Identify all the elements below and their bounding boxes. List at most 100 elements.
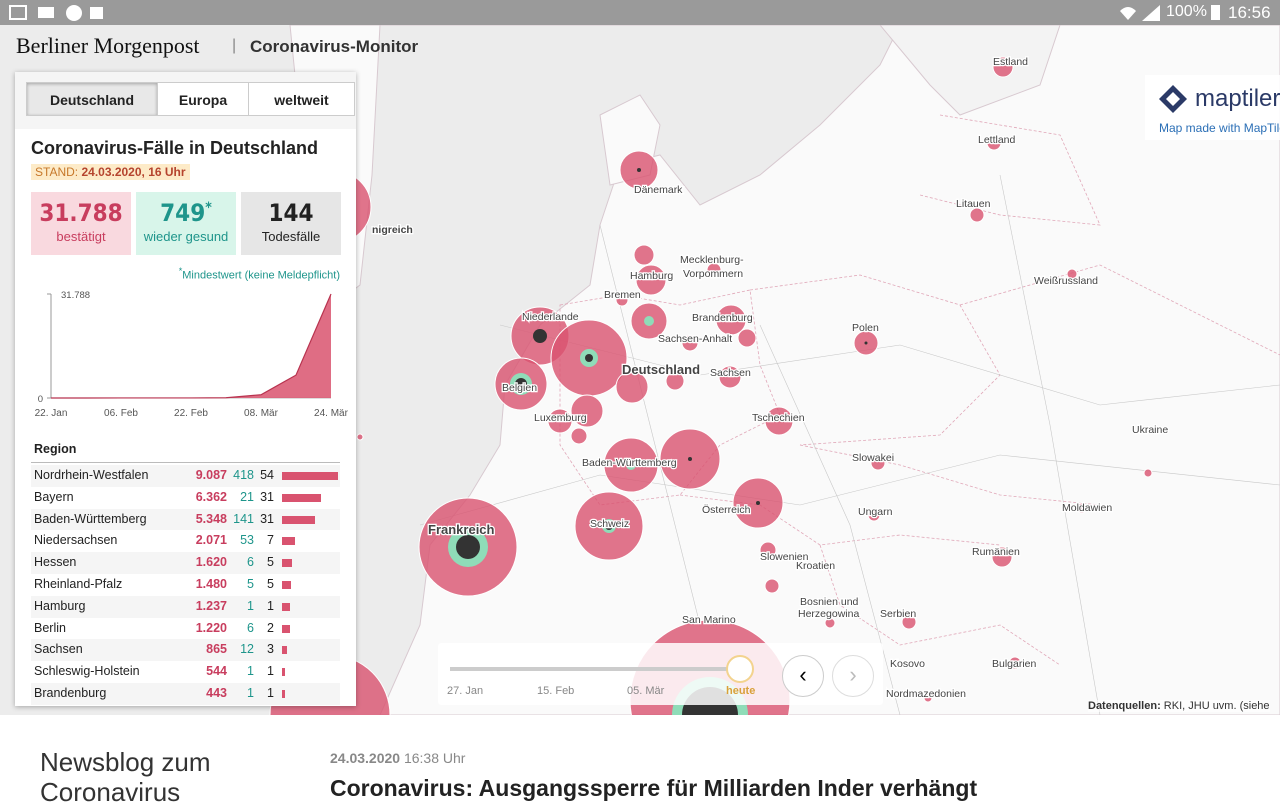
map-label: Dänemark <box>634 184 683 196</box>
footnote: *Mindestwert (keine Meldepflicht) <box>179 266 340 282</box>
map-label: Ukraine <box>1132 424 1168 436</box>
sources: Datenquellen: RKI, JHU uvm. (siehe <box>1088 700 1270 712</box>
notification-icons <box>9 5 103 21</box>
maptiler-attribution[interactable]: maptiler Map made with MapTiler <box>1145 75 1280 140</box>
region-bar <box>282 493 322 502</box>
region-name: Niedersachsen <box>34 533 118 548</box>
region-bar <box>282 624 290 633</box>
map-label: Slowakei <box>852 452 894 464</box>
maptiler-logo <box>1159 85 1187 113</box>
news-day: 24.03.2020 <box>330 750 401 766</box>
region-deaths: 1 <box>267 664 274 679</box>
map-label: Rumänien <box>972 546 1020 558</box>
region-confirmed: 544 <box>206 664 227 679</box>
map-label: Herzegowina <box>798 608 859 620</box>
tab[interactable]: Europa <box>157 82 249 116</box>
map-label: Estland <box>993 56 1028 68</box>
region-confirmed: 9.087 <box>195 468 227 482</box>
region-recovered: 6 <box>247 620 254 635</box>
map-label: Bosnien und <box>800 596 859 608</box>
table-row: Rheinland-Pfalz 1.480 5 5 <box>31 574 340 596</box>
y-tick-label: 31.788 <box>61 290 90 301</box>
info-panel: Deutschland Europa weltweit Coronavirus-… <box>15 72 356 706</box>
region-bar <box>282 515 315 524</box>
map-label: Hamburg <box>630 270 673 282</box>
table-row: Bayern 6.362 21 31 <box>31 486 340 509</box>
map-label: Slowenien <box>760 551 809 563</box>
region-name: Hessen <box>34 555 77 570</box>
region-recovered: 12 <box>240 642 254 657</box>
region-deaths: 1 <box>267 598 274 613</box>
map-label: San Marino <box>682 614 736 626</box>
tab[interactable]: Deutschland <box>26 82 158 116</box>
x-tick-label: 22. Feb <box>174 408 208 419</box>
map-label: Sachsen-Anhalt <box>658 333 732 345</box>
region-recovered: 21 <box>240 489 254 504</box>
region-deaths: 7 <box>267 533 274 548</box>
area <box>51 294 331 398</box>
logo[interactable]: Berliner Morgenpost <box>16 33 200 58</box>
region-confirmed: 5.348 <box>195 511 227 526</box>
land-baltic <box>879 25 1061 116</box>
region-deaths: 31 <box>260 489 274 504</box>
map-label: Luxemburg <box>534 412 587 424</box>
region-deaths: 54 <box>260 468 274 482</box>
map-label: Brandenburg <box>692 312 753 324</box>
map-label: Bulgarien <box>992 658 1037 670</box>
map-label: Ungarn <box>858 506 893 518</box>
region-deaths: 1 <box>267 686 274 700</box>
table-row: Sachsen 865 12 3 <box>31 639 340 662</box>
map-label: Sachsen <box>710 367 751 379</box>
area-line <box>50 293 332 399</box>
table-row: Hessen 1.620 6 5 <box>31 552 340 574</box>
region-bar <box>282 602 290 611</box>
region-name: Hamburg <box>34 598 86 613</box>
timeline: 27. Jan 15. Feb 05. Mär heute ‹ › <box>438 643 883 705</box>
region-recovered: 6 <box>247 555 254 570</box>
region-bar <box>282 690 285 698</box>
status-bar: 100% 16:56 <box>0 0 1280 25</box>
blog-title: Newsblog zum Coronavirus <box>40 747 211 807</box>
stat-value: 749 <box>160 199 206 227</box>
map-label: Tschechien <box>752 412 805 424</box>
timeline-forward[interactable]: › <box>832 655 874 697</box>
news-area: Newsblog zum Coronavirus 24.03.2020 16:3… <box>0 715 1280 807</box>
tab[interactable]: weltweit <box>248 82 355 116</box>
news-headline[interactable]: Coronavirus: Ausgangssperre für Milliard… <box>330 775 978 801</box>
region-name: Nordrhein-Westfalen <box>34 468 149 482</box>
map-label: Nordmazedonien <box>886 688 966 700</box>
region-confirmed: 1.220 <box>195 620 227 635</box>
header-title: Coronavirus-Monitor <box>250 37 419 56</box>
timeline-handle[interactable] <box>726 655 754 683</box>
maptiler-brand: maptiler <box>1195 85 1280 112</box>
signal-icons <box>1120 5 1160 21</box>
timeline-label: 15. Feb <box>537 685 575 697</box>
clock: 16:56 <box>1228 3 1271 22</box>
region-confirmed: 2.071 <box>195 533 227 548</box>
map-label: Kosovo <box>890 658 925 670</box>
region-name: Brandenburg <box>34 686 107 700</box>
region-bar <box>282 537 295 546</box>
stat-star: * <box>205 200 212 216</box>
map[interactable]: Estland Lettland Litauen Dänemark Mecklenbur… <box>0 25 1280 715</box>
region-bar <box>282 646 288 655</box>
region-bar <box>282 559 292 568</box>
region-confirmed: 443 <box>206 686 227 700</box>
x-tick-label: 22. Jan <box>35 408 68 419</box>
map-label: Österreich <box>702 504 751 516</box>
y-tick-label: 0 <box>38 394 43 405</box>
region-name: Baden-Württemberg <box>34 511 147 526</box>
timeline-label: 05. Mär <box>627 685 665 697</box>
region-name: Rheinland-Pfalz <box>34 577 123 591</box>
table-row: Niedersachsen 2.071 53 7 <box>31 530 340 553</box>
map-label: nigreich <box>372 224 413 236</box>
timeline-back[interactable]: ‹ <box>782 655 824 697</box>
map-label: Serbien <box>880 608 916 620</box>
news-date: 24.03.2020 16:38 Uhr <box>330 750 465 766</box>
table-row: Hamburg 1.237 1 1 <box>31 595 340 618</box>
stat-value: 31.788 <box>39 199 123 227</box>
table-rule <box>31 462 340 463</box>
table-row: Berlin 1.220 6 2 <box>31 617 340 640</box>
region-recovered: 5 <box>247 577 254 591</box>
mini-chart: 0 31.788 22. Jan 06. Feb 22. Feb 08. Mär 24. M… <box>35 290 349 419</box>
